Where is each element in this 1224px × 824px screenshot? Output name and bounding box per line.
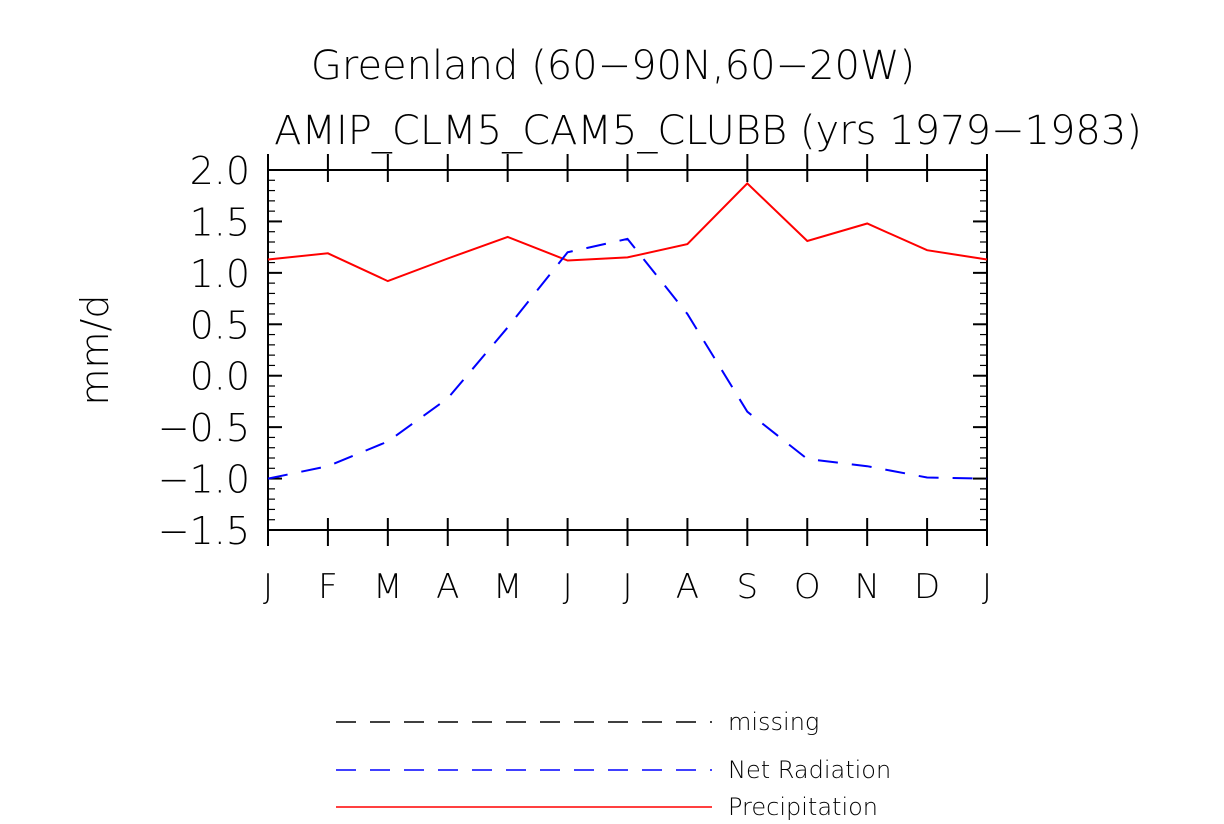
y-tick-label: −0.5 [158,406,250,450]
x-tick-label: O [794,567,821,607]
x-axis-ticks [267,154,988,546]
x-tick-label: J [982,567,992,607]
series-line-precipitation [267,181,988,283]
y-tick-label: 0.5 [190,303,250,347]
y-tick-label: 2.0 [190,149,250,193]
y-tick-label: −1.5 [158,509,250,553]
chart-subtitle: AMIP_CLM5_CAM5_CLUBB (yrs 1979−1983) [274,108,1142,154]
x-tick-label: A [676,567,699,607]
legend: missing Net Radiation Precipitation [336,708,891,821]
y-tick-label: −1.0 [158,458,250,502]
x-tick-label: A [436,567,459,607]
y-tick-label: 0.0 [190,355,250,399]
y-axis-label: mm/d [73,295,117,406]
legend-label-precipitation: Precipitation [728,793,878,821]
y-axis-tick-labels: 2.0 1.5 1.0 0.5 0.0 −0.5 −1.0 −1.5 [158,149,250,553]
chart-title: Greenland (60−90N,60−20W) [311,43,915,89]
series-lines [267,181,988,480]
x-tick-label: J [263,567,273,607]
x-tick-label: F [318,567,338,607]
x-tick-label: M [373,567,402,607]
plot-border [267,169,988,531]
x-tick-label: J [563,567,573,607]
y-axis-ticks [268,169,987,531]
legend-label-missing: missing [728,708,819,736]
y-tick-label: 1.5 [190,200,250,244]
y-tick-label: 1.0 [190,252,250,296]
legend-label-net-radiation: Net Radiation [728,756,891,784]
x-tick-label: S [737,567,759,607]
series-line-net-radiation [267,237,988,480]
plot-frame [267,169,988,531]
x-tick-label: N [854,567,879,607]
x-tick-label: J [622,567,632,607]
x-tick-label: D [914,567,940,607]
x-tick-label: M [493,567,522,607]
